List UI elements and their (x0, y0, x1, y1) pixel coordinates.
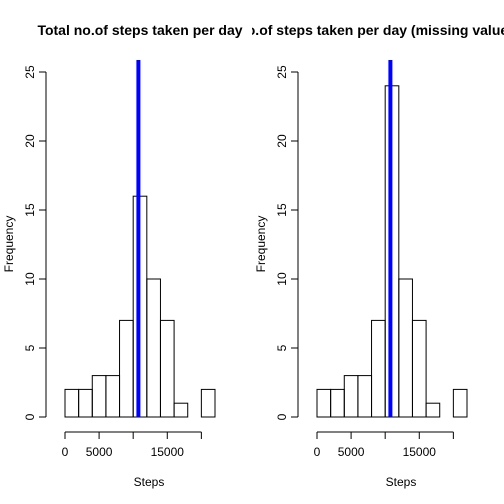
x-tick-label: 5000 (338, 445, 365, 459)
histogram-bar (398, 278, 413, 418)
histogram-panel-left: 0 5000 15000 0 5 10 15 20 25 Steps Frequency Total … (2, 22, 243, 489)
histogram-bar (425, 402, 441, 418)
x-tick-label: 0 (62, 445, 69, 459)
x-tick-label: 15000 (151, 445, 185, 459)
y-tick-label: 25 (275, 65, 289, 79)
y-tick-label: 20 (23, 134, 37, 148)
y-tick-label: 20 (275, 134, 289, 148)
histogram-bar (173, 402, 189, 418)
histogram-bar (91, 375, 107, 418)
y-tick-label: 15 (23, 203, 37, 217)
y-tick-label: 25 (23, 65, 37, 79)
histogram-bar (105, 375, 121, 418)
histogram-bar (371, 319, 386, 418)
x-axis-label: Steps (134, 475, 165, 489)
histogram-bar (146, 278, 161, 418)
y-axis-label: Frequency (254, 216, 268, 273)
histogram-bar (119, 319, 134, 418)
histogram-bar (357, 375, 373, 418)
x-axis-label: Steps (386, 475, 417, 489)
histogram-bar (64, 388, 80, 418)
histogram-bar (159, 319, 175, 418)
histogram-bar (343, 375, 359, 418)
histogram-bar (330, 388, 345, 418)
chart-title: Total no.of steps taken per day (37, 22, 242, 38)
y-tick-label: 0 (23, 413, 37, 420)
histogram-bar (78, 388, 93, 418)
y-axis-label: Frequency (2, 216, 16, 273)
x-tick-label: 5000 (86, 445, 113, 459)
x-tick-label: 0 (314, 445, 321, 459)
y-tick-label: 15 (275, 203, 289, 217)
y-tick-label: 10 (23, 272, 37, 286)
chart-title: Total no.of steps taken per day (missing… (202, 22, 504, 38)
histogram-bar (200, 388, 216, 418)
y-tick-label: 5 (275, 344, 289, 351)
histogram-bar (452, 388, 468, 418)
y-tick-label: 0 (275, 413, 289, 420)
histogram-panel-right: 0 5000 15000 0 5 10 15 20 25 Steps Frequency Total … (202, 22, 504, 489)
x-tick-label: 15000 (403, 445, 437, 459)
histogram-bar (316, 388, 332, 418)
y-tick-label: 5 (23, 344, 37, 351)
y-tick-label: 10 (275, 272, 289, 286)
histogram-bar (411, 319, 427, 418)
